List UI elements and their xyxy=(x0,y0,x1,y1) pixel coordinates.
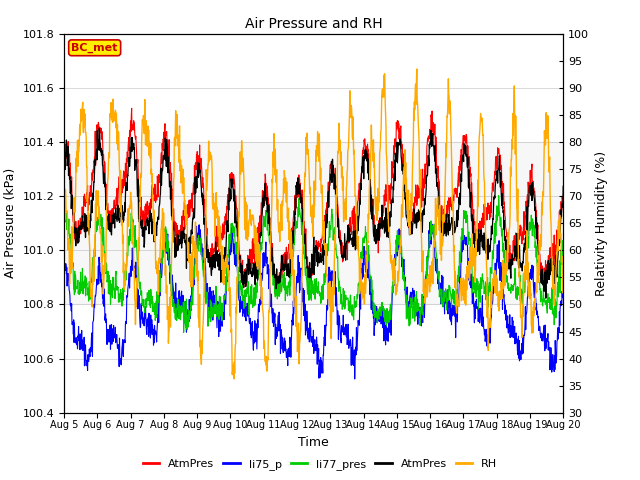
Y-axis label: Relativity Humidity (%): Relativity Humidity (%) xyxy=(595,151,607,296)
Title: Air Pressure and RH: Air Pressure and RH xyxy=(244,17,383,31)
Bar xyxy=(64,142,563,304)
Y-axis label: Air Pressure (kPa): Air Pressure (kPa) xyxy=(4,168,17,278)
Text: BC_met: BC_met xyxy=(72,43,118,53)
Legend: AtmPres, li75_p, li77_pres, AtmPres, RH: AtmPres, li75_p, li77_pres, AtmPres, RH xyxy=(138,455,502,474)
X-axis label: Time: Time xyxy=(298,436,329,449)
